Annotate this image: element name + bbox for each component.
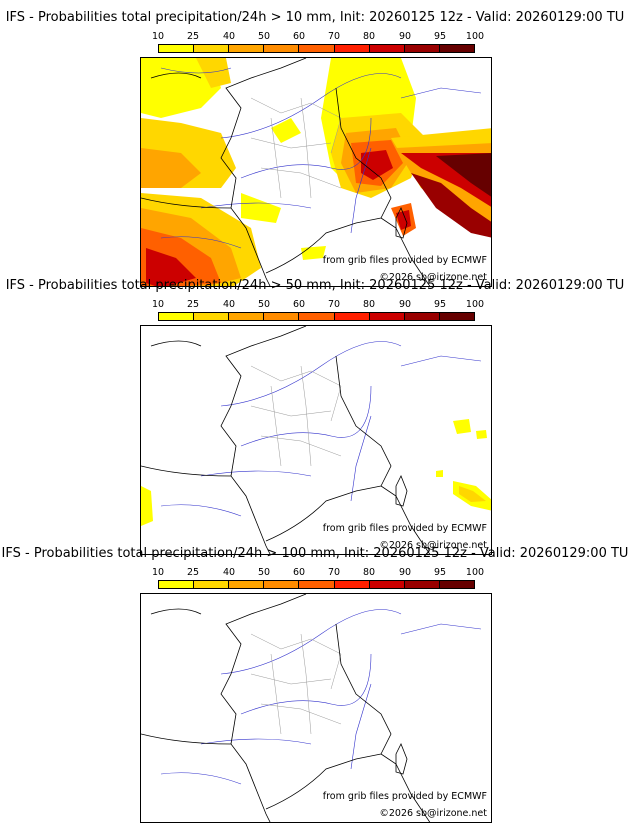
tick-label: 70 (327, 299, 341, 310)
colorbar-swatch (369, 581, 405, 588)
tick-label: 60 (292, 567, 306, 578)
tick-label: 95 (433, 31, 447, 42)
tick-label: 80 (362, 31, 376, 42)
colorbar (158, 312, 475, 321)
tick-label: 25 (186, 31, 200, 42)
tick-label: 80 (362, 299, 376, 310)
colorbar-swatch (404, 45, 440, 52)
colorbar (158, 580, 475, 589)
rivers (160, 341, 482, 517)
colorbar-ticks: 10 25 40 50 60 70 80 90 95 100 (152, 299, 484, 311)
colorbar-swatch (404, 313, 440, 320)
colorbar-swatch (159, 581, 195, 588)
colorbar-swatch (194, 581, 230, 588)
panel-10mm: IFS - Probabilities total precipitation/… (0, 10, 630, 287)
panel-50mm: IFS - Probabilities total precipitation/… (0, 278, 630, 555)
colorbar-ticks: 10 25 40 50 60 70 80 90 95 100 (152, 31, 484, 43)
panel-100mm: IFS - Probabilities total precipitation/… (0, 546, 630, 823)
copyright-credit: ©2026 sb@irizone.net (379, 540, 487, 551)
tick-label: 10 (151, 299, 165, 310)
map-svg (141, 594, 482, 822)
colorbar-swatch (369, 313, 405, 320)
panel-title: IFS - Probabilities total precipitation/… (5, 278, 625, 293)
colorbar-swatch (439, 581, 474, 588)
tick-label: 25 (186, 299, 200, 310)
colorbar-swatch (439, 45, 474, 52)
tick-label: 40 (222, 31, 236, 42)
tick-label: 90 (398, 567, 412, 578)
colorbar-swatch (194, 313, 230, 320)
map-frame: from grib files provided by ECMWF ©2026 … (140, 593, 492, 823)
source-credit: from grib files provided by ECMWF (322, 523, 487, 534)
tick-label: 95 (433, 567, 447, 578)
tick-label: 40 (222, 299, 236, 310)
colorbar-swatch (299, 581, 335, 588)
tick-label: 70 (327, 31, 341, 42)
source-credit: from grib files provided by ECMWF (322, 255, 487, 266)
coastlines (141, 594, 431, 822)
tick-label: 100 (465, 567, 485, 578)
map-svg (141, 326, 491, 554)
panel-title: IFS - Probabilities total precipitation/… (5, 10, 625, 25)
tick-label: 100 (465, 31, 485, 42)
coastlines (141, 58, 431, 286)
tick-label: 60 (292, 31, 306, 42)
colorbar-swatch (369, 45, 405, 52)
copyright-credit: ©2026 sb@irizone.net (379, 808, 487, 819)
colorbar-ticks: 10 25 40 50 60 70 80 90 95 100 (152, 567, 484, 579)
admin-borders (250, 97, 342, 199)
rivers (160, 609, 482, 785)
tick-label: 100 (465, 299, 485, 310)
tick-label: 40 (222, 567, 236, 578)
colorbar-swatch (334, 313, 370, 320)
colorbar-swatch (264, 45, 300, 52)
tick-label: 10 (151, 567, 165, 578)
colorbar-swatch (159, 45, 195, 52)
tick-label: 50 (257, 567, 271, 578)
precip-field (141, 58, 491, 286)
copyright-credit: ©2026 sb@irizone.net (379, 272, 487, 283)
colorbar-swatch (334, 581, 370, 588)
map-svg (141, 58, 491, 286)
rivers (160, 67, 482, 249)
colorbar-swatch (264, 313, 300, 320)
admin-borders (250, 365, 342, 467)
tick-label: 50 (257, 299, 271, 310)
colorbar (158, 44, 475, 53)
tick-label: 90 (398, 31, 412, 42)
tick-label: 60 (292, 299, 306, 310)
colorbar-swatch (229, 45, 265, 52)
tick-label: 70 (327, 567, 341, 578)
colorbar-swatch (264, 581, 300, 588)
colorbar-swatch (299, 45, 335, 52)
colorbar-swatch (439, 313, 474, 320)
tick-label: 50 (257, 31, 271, 42)
source-credit: from grib files provided by ECMWF (322, 791, 487, 802)
tick-label: 80 (362, 567, 376, 578)
precip-field (141, 419, 491, 526)
colorbar-swatch (334, 45, 370, 52)
admin-borders (250, 633, 342, 735)
map-frame: from grib files provided by ECMWF ©2026 … (140, 57, 492, 287)
colorbar-swatch (229, 313, 265, 320)
tick-label: 90 (398, 299, 412, 310)
map-frame: from grib files provided by ECMWF ©2026 … (140, 325, 492, 555)
colorbar-swatch (159, 313, 195, 320)
coastlines (141, 326, 431, 554)
panel-title: IFS - Probabilities total precipitation/… (1, 546, 629, 561)
colorbar-swatch (404, 581, 440, 588)
colorbar-swatch (299, 313, 335, 320)
colorbar-swatch (229, 581, 265, 588)
colorbar-swatch (194, 45, 230, 52)
tick-label: 95 (433, 299, 447, 310)
tick-label: 10 (151, 31, 165, 42)
tick-label: 25 (186, 567, 200, 578)
